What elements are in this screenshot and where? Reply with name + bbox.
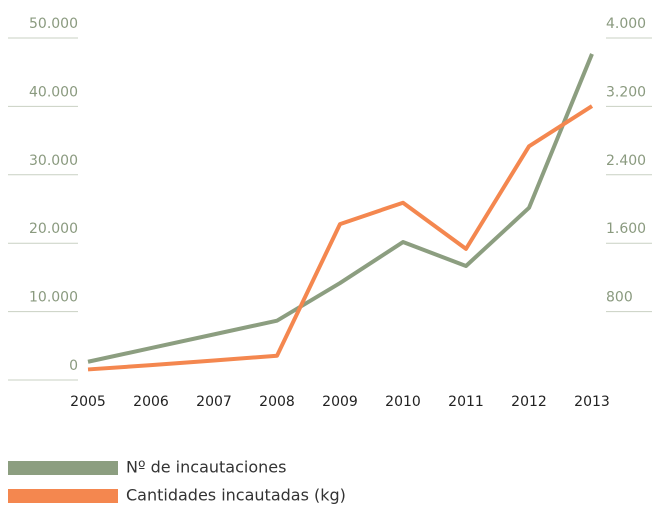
y-tick-label: 10.000 [29,290,78,306]
y2-tick-label: 2.400 [606,153,646,169]
legend-swatch [8,489,118,503]
y-tick-label: 50.000 [29,16,78,32]
x-tick-label: 2011 [448,394,484,410]
y2-tick-label: 800 [606,290,633,306]
x-tick-label: 2006 [133,394,169,410]
legend-swatch [8,461,118,475]
y-tick-label: 40.000 [29,84,78,100]
x-tick-label: 2005 [70,394,106,410]
legend-label: Nº de incautaciones [126,458,286,477]
y-tick-label: 20.000 [29,221,78,237]
x-tick-label: 2013 [574,394,610,410]
x-tick-label: 2010 [385,394,421,410]
series-line [87,53,594,364]
y-tick-label: 30.000 [29,153,78,169]
y-tick-label: 0 [69,358,78,374]
y2-tick-label: 4.000 [606,16,646,32]
x-tick-label: 2008 [259,394,295,410]
x-tick-label: 2007 [196,394,232,410]
x-tick-label: 2009 [322,394,358,410]
y2-tick-label: 3.200 [606,84,646,100]
legend-label: Cantidades incautadas (kg) [126,486,346,505]
y2-tick-label: 1.600 [606,221,646,237]
series-line [87,104,594,372]
x-tick-label: 2012 [511,394,547,410]
